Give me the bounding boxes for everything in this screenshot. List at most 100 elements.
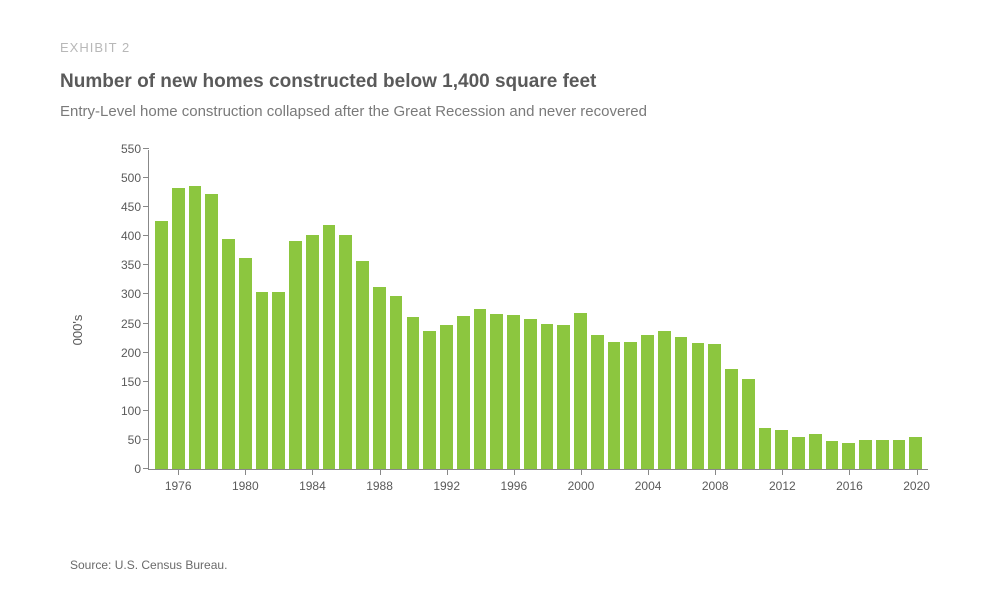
bar xyxy=(809,434,822,469)
bar-chart: 000's 0501001502002503003504004505005501… xyxy=(110,150,930,510)
x-tick xyxy=(581,469,582,475)
bar-slot xyxy=(455,150,472,469)
bar xyxy=(490,314,503,469)
y-tick-label: 450 xyxy=(111,200,141,214)
x-tick xyxy=(648,469,649,475)
bar-slot xyxy=(606,150,623,469)
y-tick-label: 50 xyxy=(111,433,141,447)
bar-slot xyxy=(757,150,774,469)
bar-slot xyxy=(337,150,354,469)
x-tick-label: 1984 xyxy=(299,479,326,493)
bar-slot xyxy=(622,150,639,469)
x-tick-label: 1992 xyxy=(433,479,460,493)
bar xyxy=(608,342,621,469)
bar-slot xyxy=(824,150,841,469)
bar-slot xyxy=(522,150,539,469)
y-tick-label: 200 xyxy=(111,346,141,360)
bar xyxy=(759,428,772,469)
bar-slot xyxy=(539,150,556,469)
bar-slot xyxy=(472,150,489,469)
chart-subtitle: Entry-Level home construction collapsed … xyxy=(60,103,940,120)
bar-slot xyxy=(270,150,287,469)
bar xyxy=(893,440,906,469)
x-tick-label: 2008 xyxy=(702,479,729,493)
y-tick xyxy=(143,323,149,324)
x-tick-label: 2020 xyxy=(903,479,930,493)
x-tick-label: 1988 xyxy=(366,479,393,493)
y-tick-label: 300 xyxy=(111,287,141,301)
bar xyxy=(222,239,235,469)
x-tick xyxy=(782,469,783,475)
y-tick-label: 250 xyxy=(111,317,141,331)
bar-slot xyxy=(371,150,388,469)
x-tick xyxy=(715,469,716,475)
x-tick xyxy=(312,469,313,475)
bar-slot xyxy=(170,150,187,469)
y-tick xyxy=(143,468,149,469)
bar xyxy=(205,194,218,469)
bar xyxy=(826,441,839,469)
y-tick-label: 400 xyxy=(111,229,141,243)
bar xyxy=(574,313,587,469)
bar xyxy=(675,337,688,469)
y-tick-label: 150 xyxy=(111,375,141,389)
x-tick-label: 1980 xyxy=(232,479,259,493)
bar-slot xyxy=(807,150,824,469)
bar xyxy=(272,292,285,469)
plot-area: 0501001502002503003504004505005501976198… xyxy=(148,150,928,470)
y-tick xyxy=(143,410,149,411)
y-tick-label: 100 xyxy=(111,404,141,418)
x-tick xyxy=(245,469,246,475)
bar-slot xyxy=(874,150,891,469)
y-tick xyxy=(143,352,149,353)
bar-group xyxy=(149,150,928,469)
bar-slot xyxy=(555,150,572,469)
x-tick-label: 2016 xyxy=(836,479,863,493)
y-tick-label: 0 xyxy=(111,462,141,476)
y-tick xyxy=(143,439,149,440)
x-tick-label: 1996 xyxy=(500,479,527,493)
bar xyxy=(339,235,352,469)
bar xyxy=(239,258,252,469)
bar-slot xyxy=(589,150,606,469)
bar-slot xyxy=(656,150,673,469)
bar-slot xyxy=(203,150,220,469)
bar xyxy=(155,221,168,469)
bar xyxy=(658,331,671,469)
y-tick xyxy=(143,206,149,207)
bar-slot xyxy=(505,150,522,469)
x-tick-label: 1976 xyxy=(165,479,192,493)
bar-slot xyxy=(488,150,505,469)
bar xyxy=(624,342,637,469)
y-tick xyxy=(143,235,149,236)
x-tick xyxy=(447,469,448,475)
bar xyxy=(172,188,185,469)
y-axis-label: 000's xyxy=(70,315,85,346)
y-tick-label: 350 xyxy=(111,258,141,272)
bar xyxy=(725,369,738,469)
bar xyxy=(323,225,336,469)
bar xyxy=(256,292,269,469)
bar-slot xyxy=(153,150,170,469)
bar xyxy=(742,379,755,469)
bar-slot xyxy=(304,150,321,469)
bar xyxy=(373,287,386,469)
exhibit-label: EXHIBIT 2 xyxy=(60,40,940,55)
bar-slot xyxy=(740,150,757,469)
bar-slot xyxy=(706,150,723,469)
y-tick xyxy=(143,177,149,178)
bar xyxy=(708,344,721,469)
bar xyxy=(407,317,420,469)
bar xyxy=(423,331,436,469)
bar-slot xyxy=(187,150,204,469)
bar-slot xyxy=(321,150,338,469)
source-text: Source: U.S. Census Bureau. xyxy=(70,558,940,572)
bar xyxy=(842,443,855,469)
bar-slot xyxy=(790,150,807,469)
bar-slot xyxy=(840,150,857,469)
bar-slot xyxy=(891,150,908,469)
bar-slot xyxy=(438,150,455,469)
y-tick xyxy=(143,293,149,294)
x-tick xyxy=(178,469,179,475)
bar-slot xyxy=(690,150,707,469)
